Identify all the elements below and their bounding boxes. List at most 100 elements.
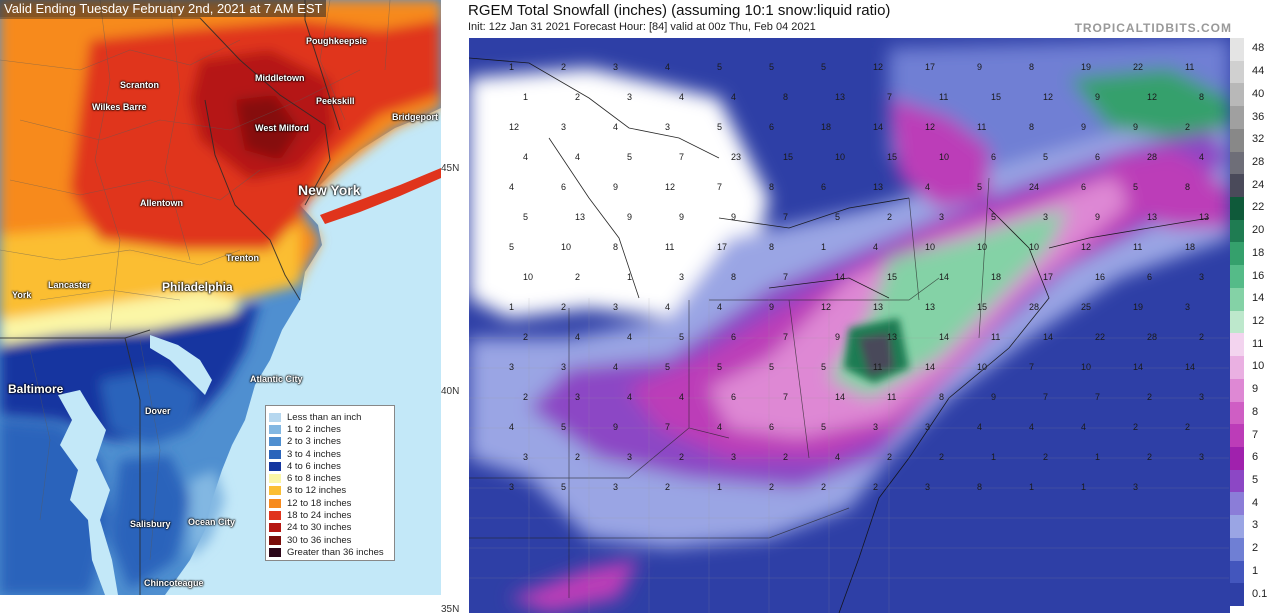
snowfall-value: 3 xyxy=(1133,482,1138,492)
city-label-scranton: Scranton xyxy=(120,80,160,90)
snowfall-value: 14 xyxy=(835,272,845,282)
scale-segment xyxy=(1230,378,1244,403)
snowfall-value: 12 xyxy=(925,122,935,132)
legend-row: 4 to 6 inches xyxy=(266,460,394,472)
snowfall-value: 8 xyxy=(939,392,944,402)
snowfall-value: 1 xyxy=(627,272,632,282)
scale-label: 5 xyxy=(1252,474,1259,487)
city-label-new-york: New York xyxy=(298,182,361,198)
scale-segment xyxy=(1230,469,1244,493)
snowfall-value: 8 xyxy=(977,482,982,492)
legend-swatch xyxy=(269,498,281,508)
snowfall-value: 9 xyxy=(977,62,982,72)
snowfall-value: 4 xyxy=(509,422,514,432)
snowfall-value: 2 xyxy=(939,452,944,462)
snowfall-value: 5 xyxy=(665,362,670,372)
scale-label: 2 xyxy=(1252,542,1259,555)
scale-label: 12 xyxy=(1252,315,1265,327)
snowfall-value: 4 xyxy=(665,302,670,312)
snowfall-value: 1 xyxy=(717,482,722,492)
snowfall-value: 7 xyxy=(665,422,670,432)
snowfall-value: 17 xyxy=(717,242,727,252)
snowfall-value: 13 xyxy=(1147,212,1157,222)
snowfall-value: 9 xyxy=(613,422,618,432)
scale-segment xyxy=(1230,356,1244,380)
snowfall-value: 7 xyxy=(679,152,684,162)
snowfall-value: 3 xyxy=(575,392,580,402)
lat-label-45n: 45N xyxy=(441,163,460,174)
snowfall-value: 6 xyxy=(1095,152,1100,162)
snowfall-value: 7 xyxy=(717,182,722,192)
snowfall-value: 18 xyxy=(991,272,1001,282)
legend-label: 24 to 30 inches xyxy=(287,522,352,534)
snowfall-value: 6 xyxy=(821,182,826,192)
snowfall-value: 2 xyxy=(665,482,670,492)
city-label-york: York xyxy=(12,290,32,300)
scale-label: 22 xyxy=(1252,201,1265,214)
scale-segment xyxy=(1230,424,1244,448)
snowfall-value: 3 xyxy=(561,122,566,132)
scale-label: 14 xyxy=(1252,292,1265,305)
snowfall-value: 3 xyxy=(627,92,632,102)
snowfall-value: 3 xyxy=(1199,392,1204,402)
snowfall-value: 22 xyxy=(1095,332,1105,342)
snowfall-value: 5 xyxy=(717,122,722,132)
snowfall-value: 9 xyxy=(731,212,736,222)
city-label-salisbury: Salisbury xyxy=(130,519,171,529)
snowfall-value: 7 xyxy=(783,212,788,222)
snowfall-value: 2 xyxy=(887,212,892,222)
snowfall-value: 1 xyxy=(821,242,826,252)
scale-segment xyxy=(1230,174,1244,198)
scale-label: 16 xyxy=(1252,269,1265,282)
snowfall-value: 28 xyxy=(1147,152,1157,162)
snowfall-value: 5 xyxy=(1133,182,1138,192)
scale-label: 7 xyxy=(1252,428,1259,441)
snowfall-value: 4 xyxy=(575,332,580,342)
snowfall-value: 11 xyxy=(977,122,986,132)
snowfall-value: 3 xyxy=(939,212,944,222)
snowfall-value: 5 xyxy=(821,62,826,72)
snowfall-value: 8 xyxy=(1029,122,1034,132)
snowfall-value: 3 xyxy=(509,362,514,372)
brand-watermark: TROPICALTIDBITS.COM xyxy=(1074,21,1232,35)
snowfall-value: 14 xyxy=(925,362,935,372)
scale-label: 36 xyxy=(1252,110,1265,123)
snowfall-value: 9 xyxy=(1095,212,1100,222)
legend-label: 4 to 6 inches xyxy=(287,460,341,472)
snowfall-value: 10 xyxy=(925,242,935,252)
snowfall-value: 11 xyxy=(665,242,674,252)
snowfall-value: 13 xyxy=(873,182,883,192)
snowfall-value: 3 xyxy=(925,482,930,492)
snowfall-value: 4 xyxy=(627,392,632,402)
city-label-trenton: Trenton xyxy=(226,253,259,263)
snowfall-value: 10 xyxy=(835,152,845,162)
snowfall-value: 14 xyxy=(939,272,949,282)
snowfall-value: 22 xyxy=(1133,62,1143,72)
scale-segment xyxy=(1230,401,1244,425)
snowfall-value: 2 xyxy=(523,392,528,402)
snowfall-value: 3 xyxy=(1043,212,1048,222)
scale-segment xyxy=(1230,60,1244,84)
scale-segment xyxy=(1230,242,1244,266)
snowfall-value: 15 xyxy=(887,272,897,282)
snowfall-value: 9 xyxy=(1095,92,1100,102)
snowfall-value: 5 xyxy=(561,422,566,432)
scale-segment xyxy=(1230,560,1244,584)
city-label-wilkes-barre: Wilkes Barre xyxy=(92,102,147,112)
snowfall-value: 10 xyxy=(977,362,987,372)
snowfall-value: 19 xyxy=(1133,302,1143,312)
scale-segment xyxy=(1230,106,1244,130)
snowfall-value: 10 xyxy=(1081,362,1091,372)
snowfall-value: 18 xyxy=(1185,242,1195,252)
snowfall-value: 15 xyxy=(887,152,897,162)
snowfall-value: 7 xyxy=(1095,392,1100,402)
snowfall-value: 11 xyxy=(991,332,1000,342)
legend-swatch xyxy=(269,523,281,533)
snowfall-value: 5 xyxy=(523,212,528,222)
scale-segment xyxy=(1230,310,1244,334)
snowfall-value: 2 xyxy=(523,332,528,342)
city-label-west-milford: West Milford xyxy=(255,123,309,133)
snowfall-value: 12 xyxy=(821,302,831,312)
city-label-middletown: Middletown xyxy=(255,73,305,83)
snowfall-value: 2 xyxy=(769,482,774,492)
